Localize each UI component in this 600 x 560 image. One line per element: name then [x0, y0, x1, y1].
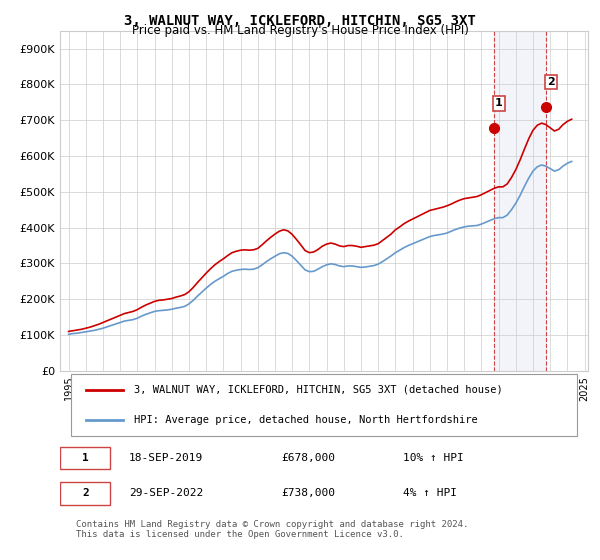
Text: 29-SEP-2022: 29-SEP-2022: [128, 488, 203, 498]
Text: 4% ↑ HPI: 4% ↑ HPI: [403, 488, 457, 498]
Text: 10% ↑ HPI: 10% ↑ HPI: [403, 453, 464, 463]
Text: Price paid vs. HM Land Registry's House Price Index (HPI): Price paid vs. HM Land Registry's House …: [131, 24, 469, 37]
Text: £678,000: £678,000: [282, 453, 336, 463]
Text: 3, WALNUT WAY, ICKLEFORD, HITCHIN, SG5 3XT: 3, WALNUT WAY, ICKLEFORD, HITCHIN, SG5 3…: [124, 14, 476, 28]
Text: 1: 1: [495, 99, 503, 109]
Text: £738,000: £738,000: [282, 488, 336, 498]
FancyBboxPatch shape: [71, 374, 577, 436]
Text: 2: 2: [547, 77, 555, 87]
Text: 18-SEP-2019: 18-SEP-2019: [128, 453, 203, 463]
Text: 3, WALNUT WAY, ICKLEFORD, HITCHIN, SG5 3XT (detached house): 3, WALNUT WAY, ICKLEFORD, HITCHIN, SG5 3…: [134, 385, 503, 395]
Bar: [494, 31, 546, 371]
Text: 2: 2: [82, 488, 89, 498]
Text: HPI: Average price, detached house, North Hertfordshire: HPI: Average price, detached house, Nort…: [134, 415, 478, 425]
FancyBboxPatch shape: [60, 447, 110, 469]
Text: Contains HM Land Registry data © Crown copyright and database right 2024.
This d: Contains HM Land Registry data © Crown c…: [76, 520, 468, 539]
Text: 1: 1: [82, 453, 89, 463]
FancyBboxPatch shape: [60, 482, 110, 505]
